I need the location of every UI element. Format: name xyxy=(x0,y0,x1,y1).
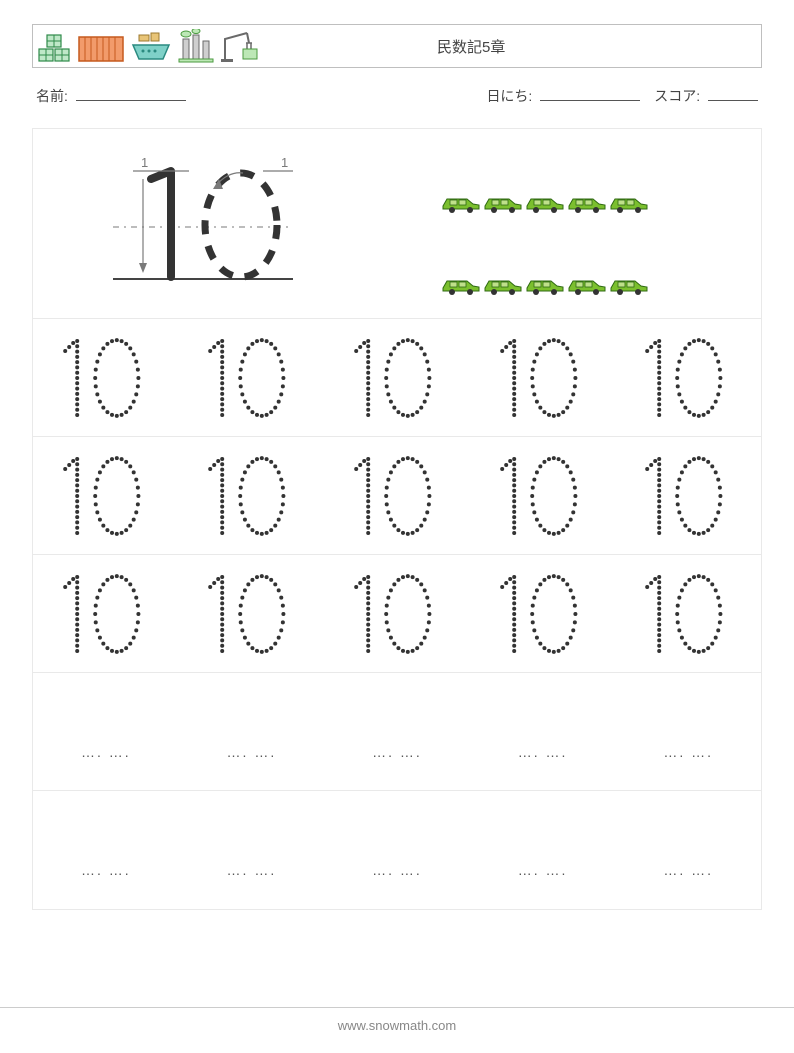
car-icon xyxy=(609,192,649,214)
guide-label-1a: 1 xyxy=(141,155,148,170)
name-label: 名前: xyxy=(36,88,68,104)
practice-placeholder: …. …. xyxy=(663,744,713,760)
trace-cell[interactable] xyxy=(179,335,325,421)
practice-placeholder: …. …. xyxy=(518,744,568,760)
practice-cell[interactable]: …. …. xyxy=(33,704,179,760)
trace-row xyxy=(33,555,761,673)
trace-cell[interactable] xyxy=(33,335,179,421)
trace-cell[interactable] xyxy=(470,335,616,421)
car-icon xyxy=(441,192,481,214)
trace-cell[interactable] xyxy=(615,335,761,421)
car-icon xyxy=(483,274,523,296)
guide-label-1b: 1 xyxy=(281,155,288,170)
car-row xyxy=(441,274,649,296)
trace-cell[interactable] xyxy=(33,453,179,539)
trace-cell[interactable] xyxy=(615,571,761,657)
crates-icon xyxy=(37,29,73,63)
car-icon xyxy=(483,192,523,214)
car-icon xyxy=(525,192,565,214)
crane-icon xyxy=(219,29,261,63)
practice-placeholder: …. …. xyxy=(372,862,422,878)
car-icon xyxy=(609,274,649,296)
practice-placeholder: …. …. xyxy=(663,862,713,878)
trace-cell[interactable] xyxy=(470,453,616,539)
car-icon xyxy=(567,192,607,214)
writing-guide-10: 1 1 xyxy=(73,149,333,299)
practice-placeholder: …. …. xyxy=(81,744,131,760)
trace-cell[interactable] xyxy=(33,571,179,657)
practice-placeholder: …. …. xyxy=(81,862,131,878)
example-row: 1 1 xyxy=(33,129,761,319)
practice-cell[interactable]: …. …. xyxy=(179,822,325,878)
page-title: 民数記5章 xyxy=(437,36,505,57)
trace-row xyxy=(33,437,761,555)
score-label: スコア: xyxy=(654,88,700,104)
trace-cell[interactable] xyxy=(324,571,470,657)
score-blank[interactable] xyxy=(708,87,758,101)
practice-placeholder: …. …. xyxy=(518,862,568,878)
trace-cell[interactable] xyxy=(470,571,616,657)
trace-cell[interactable] xyxy=(615,453,761,539)
car-icon xyxy=(525,274,565,296)
practice-row: …. …. …. …. …. …. …. …. …. …. xyxy=(33,673,761,791)
practice-row: …. …. …. …. …. …. …. …. …. …. xyxy=(33,791,761,909)
car-icon xyxy=(567,274,607,296)
trace-row xyxy=(33,319,761,437)
practice-cell[interactable]: …. …. xyxy=(324,704,470,760)
practice-placeholder: …. …. xyxy=(227,862,277,878)
trace-cell[interactable] xyxy=(324,453,470,539)
practice-placeholder: …. …. xyxy=(372,744,422,760)
trace-cell[interactable] xyxy=(179,571,325,657)
header-icons xyxy=(33,29,261,63)
factory-icon xyxy=(177,29,215,63)
practice-cell[interactable]: …. …. xyxy=(615,704,761,760)
header-bar: 民数記5章 xyxy=(32,24,762,68)
practice-placeholder: …. …. xyxy=(227,744,277,760)
practice-cell[interactable]: …. …. xyxy=(33,822,179,878)
meta-row: 名前: 日にち: スコア: xyxy=(32,86,762,106)
practice-cell[interactable]: …. …. xyxy=(179,704,325,760)
practice-cell[interactable]: …. …. xyxy=(615,822,761,878)
counting-objects xyxy=(441,152,721,296)
practice-cell[interactable]: …. …. xyxy=(324,822,470,878)
footer: www.snowmath.com xyxy=(0,1007,794,1033)
trace-cell[interactable] xyxy=(179,453,325,539)
practice-cell[interactable]: …. …. xyxy=(470,704,616,760)
footer-url: www.snowmath.com xyxy=(338,1018,456,1033)
container-icon xyxy=(77,29,125,63)
trace-cell[interactable] xyxy=(324,335,470,421)
ship-icon xyxy=(129,29,173,63)
worksheet: 1 1 xyxy=(32,128,762,910)
date-blank[interactable] xyxy=(540,87,640,101)
car-row xyxy=(441,192,649,214)
name-blank[interactable] xyxy=(76,87,186,101)
date-label: 日にち: xyxy=(486,88,532,104)
car-icon xyxy=(441,274,481,296)
practice-cell[interactable]: …. …. xyxy=(470,822,616,878)
